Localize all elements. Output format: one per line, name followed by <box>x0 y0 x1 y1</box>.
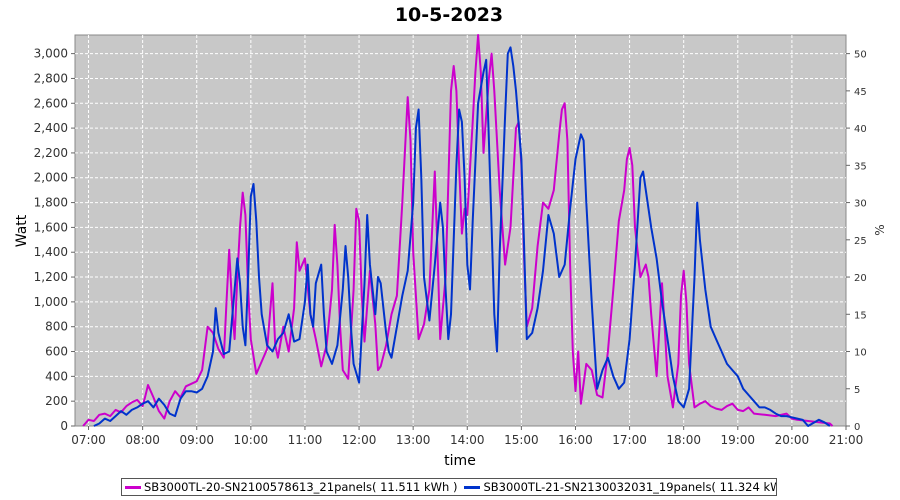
y-tick-label: 200 <box>45 394 68 408</box>
y-tick-label: 2,800 <box>34 71 68 85</box>
legend-label-series-1: SB3000TL-20-SN2100578613_21panels( 11.51… <box>144 480 458 494</box>
y-tick-label: 600 <box>45 345 68 359</box>
y2-tick-label: 30 <box>854 199 867 210</box>
legend: SB3000TL-20-SN2100578613_21panels( 11.51… <box>121 478 777 496</box>
y2-tick-label: 45 <box>854 87 867 98</box>
legend-swatch-series-2 <box>464 485 481 489</box>
legend-label-series-2: SB3000TL-21-SN2130032031_19panels( 11.32… <box>483 480 777 494</box>
y2-tick-label: 35 <box>854 161 867 172</box>
y-axis-label: Watt <box>14 214 30 247</box>
x-tick-label: 15:00 <box>504 433 539 447</box>
y-tick-label: 3,000 <box>34 47 68 61</box>
y-axis-left: 0 200 400 600 800 1,000 1,200 1,400 1,600 1,800 2,… <box>34 47 75 433</box>
grid-lines <box>75 35 846 426</box>
y-tick-label: 0 <box>60 419 68 433</box>
y-tick-label: 2,400 <box>34 121 68 135</box>
x-tick-label: 16:00 <box>558 433 593 447</box>
x-axis: 07:00 08:00 09:00 10:00 11:00 12:00 13:00 14:00… <box>71 426 863 447</box>
y2-tick-label: 20 <box>854 273 867 284</box>
legend-item-series-1: SB3000TL-20-SN2100578613_21panels( 11.51… <box>125 480 457 494</box>
x-tick-label: 18:00 <box>666 433 701 447</box>
y-tick-label: 1,200 <box>34 270 68 284</box>
y-tick-label: 1,800 <box>34 196 68 210</box>
x-tick-label: 19:00 <box>720 433 755 447</box>
series-line-2 <box>93 46 831 427</box>
x-tick-label: 20:00 <box>775 433 810 447</box>
x-tick-label: 13:00 <box>396 433 431 447</box>
series-line-1 <box>82 34 834 427</box>
series-layer <box>82 34 834 427</box>
x-tick-label: 14:00 <box>450 433 485 447</box>
y-tick-label: 1,000 <box>34 295 68 309</box>
y-tick-label: 2,200 <box>34 146 68 160</box>
x-tick-label: 17:00 <box>612 433 647 447</box>
y-tick-label: 800 <box>45 320 68 334</box>
y-tick-label: 2,000 <box>34 171 68 185</box>
legend-swatch-series-1 <box>125 485 141 489</box>
y2-tick-label: 0 <box>854 422 860 433</box>
x-tick-label: 10:00 <box>234 433 269 447</box>
y2-tick-label: 10 <box>854 348 867 359</box>
y2-tick-label: 50 <box>854 50 867 61</box>
y2-axis-label: % <box>873 224 887 235</box>
x-tick-label: 12:00 <box>342 433 377 447</box>
legend-item-series-2: SB3000TL-21-SN2130032031_19panels( 11.32… <box>464 480 777 494</box>
y2-tick-label: 25 <box>854 236 867 247</box>
x-tick-label: 21:00 <box>829 433 864 447</box>
x-axis-label: time <box>444 453 476 469</box>
x-tick-label: 08:00 <box>125 433 160 447</box>
y-tick-label: 1,600 <box>34 220 68 234</box>
y-tick-label: 400 <box>45 369 68 383</box>
y2-tick-label: 40 <box>854 124 867 135</box>
chart-title: 10-5-2023 <box>395 4 503 26</box>
y-tick-label: 2,600 <box>34 96 68 110</box>
y2-tick-label: 15 <box>854 310 867 321</box>
x-tick-label: 07:00 <box>71 433 106 447</box>
y-tick-label: 1,400 <box>34 245 68 259</box>
x-tick-label: 09:00 <box>179 433 214 447</box>
y-axis-right: 0 5 10 15 20 25 30 35 40 45 50 <box>846 50 867 433</box>
x-tick-label: 11:00 <box>288 433 323 447</box>
y2-tick-label: 5 <box>854 385 860 396</box>
